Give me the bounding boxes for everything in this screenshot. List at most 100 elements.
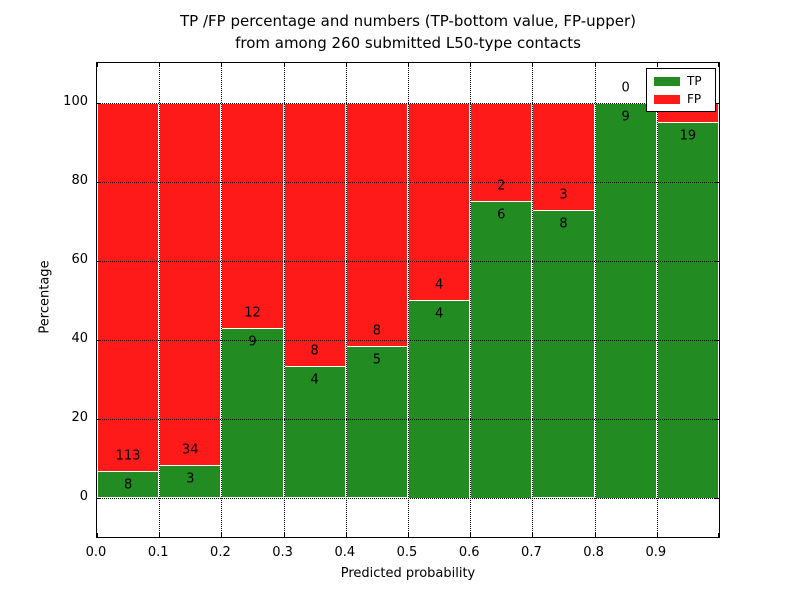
bar-count-label-tp: 6 <box>497 207 506 223</box>
tick-mark-x <box>532 63 534 67</box>
tick-mark-x <box>159 533 161 537</box>
gridline-horizontal <box>97 181 719 183</box>
tick-mark-x <box>470 533 472 537</box>
bar-count-label-fp: 34 <box>182 442 199 458</box>
bar-count-label-fp: 2 <box>497 178 506 194</box>
bar-count-label-tp: 4 <box>434 306 444 322</box>
bar-count-label-tp: 3 <box>186 471 195 487</box>
tick-mark-y <box>97 497 101 499</box>
y-axis-label: Percentage <box>37 260 53 334</box>
gridline-horizontal <box>97 497 719 499</box>
tick-mark-y <box>97 339 101 341</box>
bar-segment-tp <box>159 465 222 498</box>
bar-segment-tp <box>408 300 471 498</box>
bar-count-label-fp: 8 <box>372 323 382 339</box>
plot-area: 113 8 34 3 12 9 8 4 8 5 4 4 2 6 3 8 0 9 19 TP FP <box>96 62 720 538</box>
gridline-vertical <box>656 63 658 537</box>
bar-segment-fp <box>221 102 284 329</box>
bar-count-label-fp: 3 <box>559 187 568 203</box>
bar-segment-tp <box>345 345 408 498</box>
bar-count-label-tp: 9 <box>621 109 630 124</box>
bar-count-label-fp: 113 <box>115 448 141 464</box>
gridline-vertical <box>283 63 285 537</box>
tick-mark-y <box>715 181 719 183</box>
x-axis-label: Predicted probability <box>340 566 476 581</box>
tick-mark-x <box>718 63 719 67</box>
x-tick-label: 0.6 <box>458 545 480 560</box>
tick-mark-x <box>470 63 472 67</box>
tick-mark-x <box>656 63 658 67</box>
bar-count-label-fp: 0 <box>621 80 630 95</box>
gridline-vertical <box>159 63 161 537</box>
tick-mark-x <box>718 533 719 537</box>
tick-mark-x <box>594 533 596 537</box>
bar-segment-fp <box>283 102 346 366</box>
gridline-horizontal <box>97 102 719 104</box>
bar-count-label-tp: 8 <box>123 477 133 493</box>
legend-item-fp: FP <box>654 93 708 105</box>
bar-segment-tp <box>221 328 284 498</box>
legend-item-tp: TP <box>654 75 708 87</box>
bar-count-label-fp: 4 <box>434 277 444 293</box>
tick-mark-y <box>715 260 719 262</box>
bar-segment-fp <box>408 102 471 300</box>
x-tick-label: 0.3 <box>272 545 293 560</box>
y-tick-label: 100 <box>63 93 88 109</box>
tick-mark-x <box>532 533 534 537</box>
chart-title-line2: from among 260 submitted L50-type contac… <box>235 34 581 52</box>
chart-title-line1: TP /FP percentage and numbers (TP-bottom… <box>180 12 636 30</box>
y-tick-label: 80 <box>71 172 88 188</box>
bar-count-label-tp: 5 <box>372 352 382 368</box>
tick-mark-y <box>715 339 719 341</box>
bar-segment-fp <box>345 102 408 346</box>
gridline-vertical <box>345 63 347 537</box>
y-tick-label: 0 <box>79 488 88 504</box>
legend-swatch-fp-icon <box>654 94 680 104</box>
bar-segment-tp <box>470 201 533 498</box>
tick-mark-y <box>715 418 719 420</box>
tick-mark-y <box>97 260 101 262</box>
tick-mark-y <box>715 102 719 104</box>
tick-mark-x <box>283 63 285 67</box>
bar-segment-tp <box>594 102 657 498</box>
tick-mark-x <box>656 533 658 537</box>
bar-count-label-tp: 8 <box>559 216 568 232</box>
tick-mark-x <box>221 63 223 67</box>
bar-count-label-fp: 8 <box>310 343 319 359</box>
gridline-horizontal <box>97 260 719 262</box>
gridline-vertical <box>408 63 409 537</box>
tick-mark-x <box>283 533 285 537</box>
tick-mark-y <box>715 497 719 499</box>
y-tick-label: 60 <box>71 251 88 267</box>
tick-mark-x <box>594 63 596 67</box>
gridline-horizontal <box>97 339 719 341</box>
tick-mark-y <box>97 181 101 183</box>
legend: TP FP <box>646 68 716 112</box>
bar-count-label-tp: 9 <box>248 334 257 350</box>
tick-mark-x <box>408 63 409 67</box>
tick-mark-y <box>97 418 101 420</box>
gridline-vertical <box>470 63 472 537</box>
gridline-vertical <box>532 63 534 537</box>
bar-count-label-tp: 4 <box>310 372 319 388</box>
bar-segment-tp <box>532 210 595 498</box>
bar-count-label-fp: 12 <box>244 305 261 321</box>
tick-mark-x <box>97 63 98 67</box>
x-tick-label: 0.4 <box>334 545 356 560</box>
x-tick-label: 0.9 <box>645 545 667 560</box>
y-tick-label: 20 <box>71 409 88 425</box>
bar-segment-tp <box>656 122 719 498</box>
bar-segment-fp <box>470 102 533 202</box>
gridline-vertical <box>594 63 596 537</box>
tick-mark-x <box>345 533 347 537</box>
tick-mark-x <box>221 533 223 537</box>
x-tick-label: 0.8 <box>583 545 604 560</box>
bar-segment-fp <box>159 102 222 466</box>
tick-mark-x <box>159 63 161 67</box>
x-tick-label: 0.5 <box>396 545 418 560</box>
bar-count-label-tp: 19 <box>679 128 697 144</box>
tick-mark-x <box>408 533 409 537</box>
x-tick-label: 0.0 <box>85 545 107 560</box>
legend-label-tp: TP <box>687 74 702 88</box>
